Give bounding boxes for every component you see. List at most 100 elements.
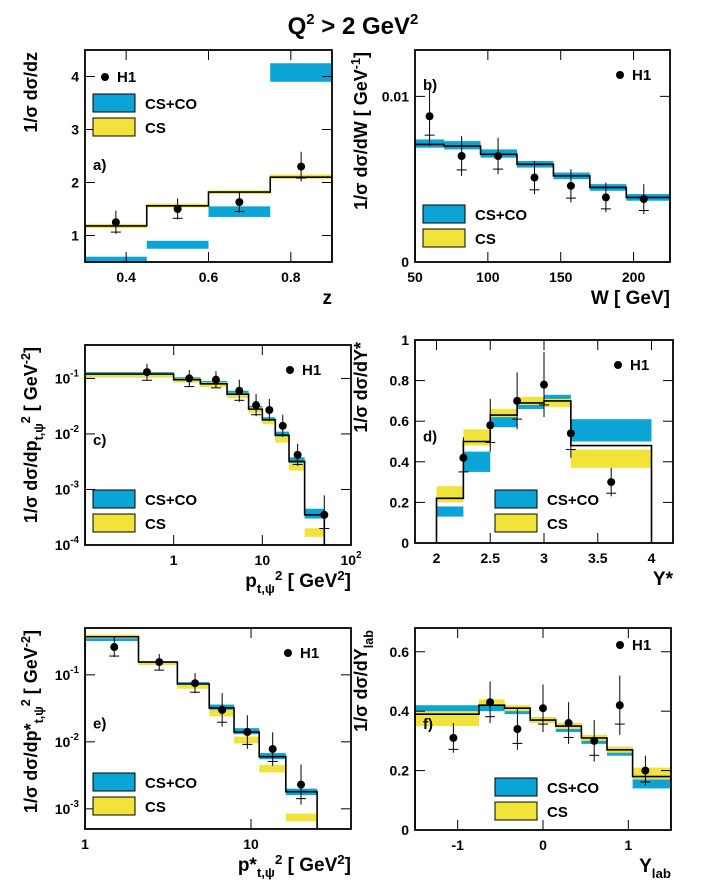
cs-band: [289, 462, 305, 471]
legend-cs-label: CS: [547, 516, 568, 533]
data-point: [264, 398, 275, 422]
data-marker: [111, 218, 120, 227]
cs-co-band: [479, 702, 505, 712]
cs-band: [304, 528, 325, 537]
cs-line: [415, 704, 671, 830]
data-point: [529, 160, 540, 195]
x-tick-label: 50: [407, 269, 423, 285]
cs-co-band: [463, 451, 491, 472]
x-tick-label: 10: [255, 552, 271, 568]
legend-h1-label: H1: [302, 362, 321, 379]
panel-label: b): [423, 77, 437, 94]
legend-h1-label: H1: [300, 645, 319, 662]
data-marker: [252, 401, 261, 410]
legend-cs-co-label: CS+CO: [475, 207, 527, 224]
y-tick-label: 10-4: [55, 535, 80, 553]
data-point: [251, 394, 262, 417]
data-marker: [607, 478, 616, 487]
data-marker: [218, 705, 227, 714]
plot-area: [85, 363, 330, 545]
panel-a: 0.4 0.6 0.8 1 2 3 4 a) H1 CS+CO CS z 1/σ dσ/dz: [21, 49, 333, 309]
cs-line: [415, 143, 670, 262]
panel-label: e): [93, 716, 106, 733]
x-axis-label: p*t,ψ2 [ GeV2]: [238, 852, 351, 880]
cs-band: [227, 392, 249, 398]
cs-band: [85, 373, 174, 378]
data-point: [190, 673, 201, 694]
data-point: [110, 210, 121, 234]
cs-co-band: [304, 508, 325, 519]
legend-h1-marker: [286, 366, 294, 374]
x-axis-label: z: [323, 288, 333, 309]
x-axis-label: Ylab: [639, 856, 671, 881]
cs-band: [259, 765, 286, 773]
data-marker: [235, 386, 244, 395]
x-tick-label: 200: [622, 269, 646, 285]
y-tick-label: 10-3: [55, 479, 80, 497]
data-marker: [530, 173, 539, 182]
data-marker: [615, 701, 624, 710]
data-marker: [449, 733, 458, 742]
axis-ticks: [85, 50, 332, 262]
data-marker: [590, 736, 599, 745]
x-tick-label: 3.5: [588, 550, 608, 566]
data-point: [589, 720, 600, 762]
plot-area: [415, 86, 670, 262]
data-point: [600, 182, 611, 213]
legend-cs-swatch: [92, 796, 136, 816]
cs-band: [463, 429, 491, 446]
legend-cs-label: CS: [145, 120, 166, 137]
legend-cs-label: CS: [145, 799, 166, 816]
cs-co-band: [436, 506, 464, 517]
plot-area: [415, 675, 671, 830]
legend-cs-co-label: CS+CO: [547, 492, 599, 509]
data-point: [292, 443, 303, 466]
data-point: [141, 363, 152, 381]
cs-line: [85, 373, 326, 545]
data-point: [154, 654, 165, 671]
x-axis-label: pt,ψ2 [ GeV2]: [245, 568, 351, 596]
data-marker: [110, 643, 119, 652]
legend-cs-co-label: CS+CO: [547, 780, 599, 797]
data-marker: [425, 112, 434, 121]
y-tick-label: 10-1: [55, 665, 80, 683]
panel-label: c): [93, 432, 106, 449]
legend-cs-swatch: [92, 513, 136, 533]
cs-co-band: [85, 637, 139, 641]
data-marker: [566, 429, 575, 438]
data-point: [448, 723, 459, 753]
x-tick-label: 0.6: [199, 269, 219, 285]
data-point: [319, 495, 330, 535]
data-point: [210, 371, 221, 389]
y-tick-label: 0.6: [390, 644, 410, 660]
y-tick-label: 0.2: [390, 494, 410, 510]
legend-cs-co-swatch: [92, 772, 136, 792]
cs-band: [632, 767, 671, 780]
cs-band: [200, 382, 228, 388]
data-point: [538, 684, 548, 732]
data-point: [638, 184, 649, 214]
axis-ticks: [415, 339, 673, 544]
data-point: [640, 755, 651, 786]
axis-ticks: [415, 628, 671, 831]
y-tick-label: 1: [401, 332, 409, 348]
cs-band: [570, 449, 652, 468]
x-axis-label: W [ GeV]: [591, 288, 670, 309]
y-tick-label: 10-2: [55, 424, 80, 442]
legend-h1-label: H1: [632, 67, 651, 84]
x-tick-label: 1: [170, 552, 178, 568]
data-point: [267, 732, 278, 766]
data-marker: [155, 658, 164, 667]
panel-f: -1 0 1 0 0.2 0.4 0.6 f) H1 CS+CO CS Ylab 1/σ dσ/dYla…: [351, 627, 672, 881]
legend-cs-co-label: CS+CO: [145, 775, 197, 792]
data-point: [614, 675, 625, 735]
cs-co-band: [85, 256, 147, 262]
data-point: [296, 151, 307, 182]
legend-cs-label: CS: [547, 804, 568, 821]
y-tick-label: 10-2: [55, 732, 80, 750]
data-point: [606, 467, 617, 497]
data-marker: [142, 368, 151, 377]
data-point: [565, 409, 576, 458]
legend-h1-marker: [616, 71, 624, 79]
